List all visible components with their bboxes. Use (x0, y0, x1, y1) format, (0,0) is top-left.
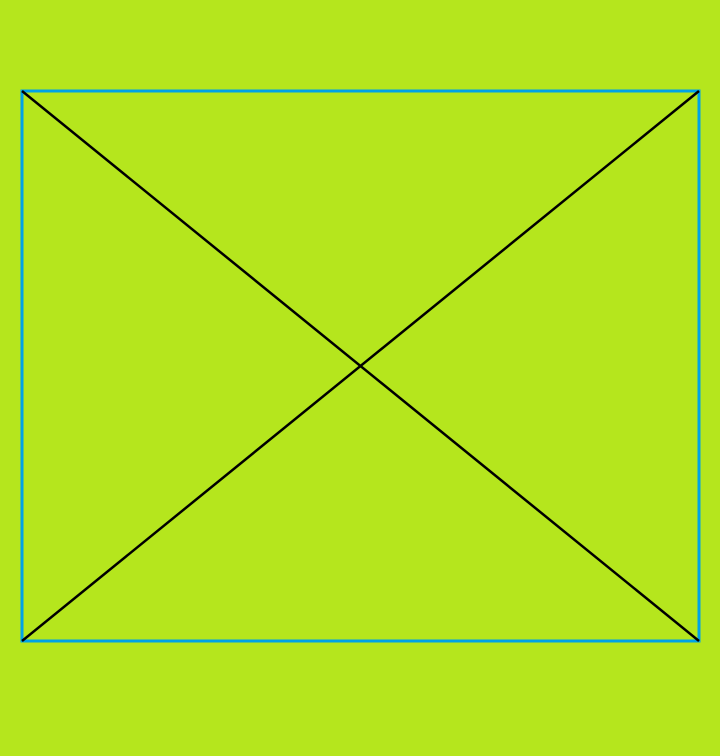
diagonal-line-top-right-to-bottom-left (21, 90, 700, 642)
rectangle-frame (20, 89, 701, 643)
